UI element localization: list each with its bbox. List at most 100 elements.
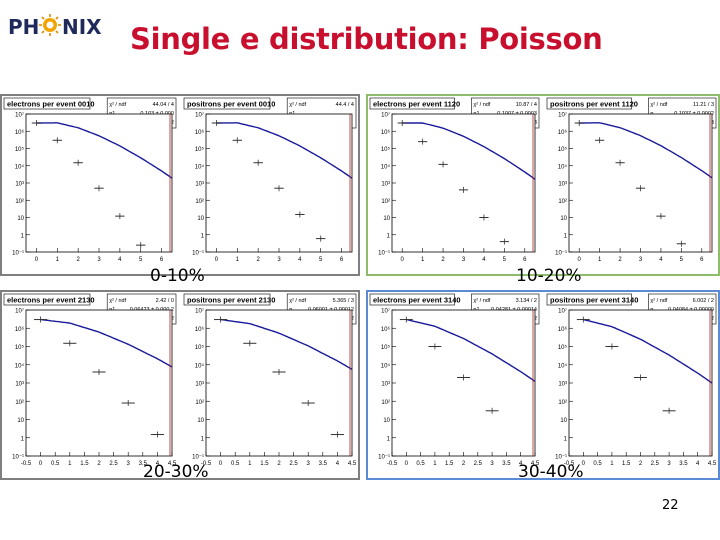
panel-title: electrons per event 1120	[373, 100, 460, 109]
y-tick-label: 10⁵	[381, 146, 391, 153]
x-tick-label: 2	[441, 257, 445, 263]
y-tick-label: 10²	[558, 400, 567, 406]
logo-text-left: PH	[8, 15, 39, 39]
y-tick-label: 10⁻¹	[378, 455, 390, 461]
x-tick-label: 1	[56, 257, 60, 263]
y-tick-label: 10²	[195, 400, 204, 406]
y-tick-label: 1	[201, 436, 205, 442]
x-tick-label: 2	[618, 257, 622, 263]
x-tick-label: 0	[582, 461, 586, 467]
x-tick-label: 1	[421, 257, 425, 263]
y-tick-label: 10⁶	[195, 129, 205, 136]
stats-value: 5.365 / 3	[333, 298, 354, 304]
y-tick-label: 10⁴	[195, 362, 205, 369]
stats-value: 2.42 / 0	[156, 298, 174, 304]
chart-panel-5: positrons per event 2130 χ² / ndf 5.365 / …	[183, 293, 357, 467]
phenix-logo: PH NIX	[6, 8, 118, 42]
slide-title: Single e distribution: Poisson	[130, 22, 603, 56]
y-tick-label: 10⁶	[15, 129, 25, 136]
chart-panel-7: positrons per event 3140 χ² / ndf 6.002 / …	[546, 293, 717, 467]
x-tick-label: 0	[401, 257, 405, 263]
group-label-2: 20-30%	[143, 462, 209, 482]
x-tick-label: 4.5	[168, 461, 177, 467]
fit-curve	[402, 122, 536, 180]
y-tick-label: 10³	[195, 382, 204, 388]
plot-area	[205, 113, 353, 253]
x-tick-label: 2.5	[109, 461, 118, 467]
x-tick-label: 5	[139, 257, 143, 263]
stats-value: 11.21 / 3	[693, 102, 714, 108]
x-tick-label: 3	[97, 257, 101, 263]
y-tick-label: 10⁴	[558, 163, 568, 170]
plot-area	[568, 309, 713, 457]
x-tick-label: 3.5	[502, 461, 511, 467]
y-tick-label: 1	[21, 436, 25, 442]
y-tick-label: 10⁷	[195, 308, 204, 315]
plot-area	[25, 309, 173, 457]
stats-label: χ² / ndf	[473, 298, 490, 304]
panel-title: electrons per event 3140	[373, 296, 461, 305]
x-tick-label: 1	[68, 461, 72, 467]
x-tick-label: 0	[215, 257, 219, 263]
x-tick-label: 3	[307, 461, 311, 467]
stats-label: χ² / ndf	[109, 298, 126, 304]
panel-title: electrons per event 2130	[7, 296, 95, 305]
x-tick-label: 5	[503, 257, 507, 263]
x-tick-label: 3	[667, 461, 671, 467]
panel-title-box	[369, 97, 455, 110]
y-tick-label: 10²	[15, 400, 24, 406]
x-tick-label: 4	[298, 257, 302, 263]
y-tick-label: 10²	[381, 199, 390, 205]
y-tick-label: 1	[387, 233, 391, 239]
x-tick-label: -0.5	[387, 461, 398, 467]
x-tick-label: 4.5	[531, 461, 540, 467]
panel-title: positrons per event 2130	[187, 296, 275, 305]
x-tick-label: 2	[639, 461, 643, 467]
plots-svg: electrons per event 0010 χ² / ndf 44.04 / …	[0, 94, 720, 480]
panel-title-box	[546, 97, 632, 110]
y-tick-label: 1	[21, 233, 25, 239]
x-tick-label: 0	[35, 257, 39, 263]
y-tick-label: 10⁻¹	[192, 251, 204, 257]
y-tick-label: 10⁶	[381, 129, 391, 136]
y-tick-label: 10⁴	[558, 362, 568, 369]
fit-curve	[583, 318, 713, 384]
y-tick-label: 10³	[381, 182, 390, 188]
y-tick-label: 10⁷	[558, 308, 567, 315]
group-label-3: 30-40%	[518, 462, 584, 482]
y-tick-label: 10⁴	[15, 362, 25, 369]
x-tick-label: 4	[156, 461, 160, 467]
x-tick-label: 3	[277, 257, 281, 263]
x-tick-label: 2.5	[474, 461, 483, 467]
y-tick-label: 10⁷	[381, 112, 390, 119]
y-tick-label: 10²	[381, 400, 390, 406]
plot-area	[25, 113, 173, 253]
x-tick-label: 0.5	[593, 461, 602, 467]
chart-panel-1: positrons per event 0010 χ² / ndf 44.4 / 4…	[183, 97, 357, 263]
x-tick-label: 0.5	[51, 461, 60, 467]
y-tick-label: 10⁵	[381, 344, 391, 351]
group-label-1: 10-20%	[516, 266, 582, 286]
stats-value: 6.002 / 2	[693, 298, 714, 304]
x-tick-label: 3	[127, 461, 131, 467]
x-tick-label: 4.5	[708, 461, 717, 467]
plot-area	[205, 309, 353, 457]
y-tick-label: 10⁶	[381, 326, 391, 333]
x-tick-label: 3	[490, 461, 494, 467]
page-number: 22	[662, 498, 679, 513]
fit-curve	[216, 122, 353, 179]
x-tick-label: 6	[700, 257, 704, 263]
y-tick-label: 10⁶	[195, 326, 205, 333]
fit-curve	[220, 318, 353, 370]
x-tick-label: 1.5	[80, 461, 89, 467]
x-tick-label: 4	[519, 461, 523, 467]
y-tick-label: 10⁷	[381, 308, 390, 315]
x-tick-label: -0.5	[21, 461, 32, 467]
y-tick-label: 10⁵	[195, 146, 205, 153]
x-tick-label: 3.5	[319, 461, 328, 467]
x-tick-label: 2	[97, 461, 101, 467]
fit-curve	[406, 318, 536, 382]
x-tick-label: 0	[578, 257, 582, 263]
y-tick-label: 10²	[15, 199, 24, 205]
y-tick-label: 10⁴	[381, 362, 391, 369]
